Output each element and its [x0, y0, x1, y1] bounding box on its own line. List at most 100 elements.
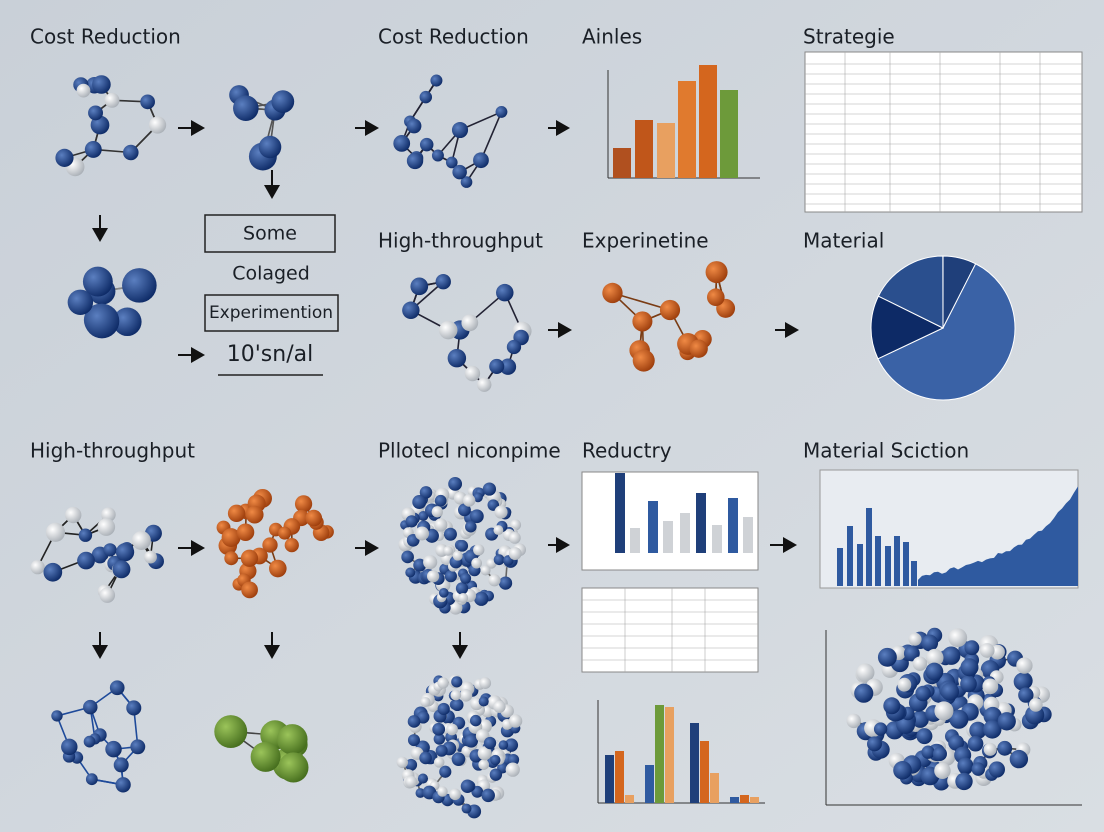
atom: [445, 156, 458, 169]
atom: [97, 518, 116, 536]
atom: [957, 757, 974, 774]
atom: [893, 760, 912, 780]
atom: [988, 761, 1005, 778]
atom: [258, 135, 282, 159]
atom: [443, 545, 453, 556]
atom: [446, 723, 458, 736]
atom: [419, 486, 433, 499]
atom: [233, 95, 259, 121]
bar: [743, 517, 753, 553]
atom: [452, 164, 467, 180]
atom: [407, 734, 420, 747]
bar: [712, 525, 722, 553]
bar: [625, 795, 634, 803]
atom: [401, 550, 414, 564]
panel-title: Experinetine: [582, 229, 709, 253]
atom: [448, 601, 463, 615]
atom: [480, 565, 491, 576]
atom: [84, 141, 102, 158]
atom: [451, 752, 466, 766]
atom: [277, 724, 308, 755]
atom: [506, 339, 522, 355]
atom: [925, 648, 944, 667]
atom: [406, 152, 424, 170]
atom: [471, 557, 483, 569]
atom: [227, 504, 246, 523]
atom: [447, 348, 467, 368]
atom: [979, 643, 995, 658]
atom: [508, 547, 522, 561]
atom: [921, 634, 939, 652]
atom: [602, 282, 623, 304]
atom: [460, 779, 475, 793]
atom: [450, 689, 462, 701]
atom: [30, 560, 45, 575]
box-label: Experimention: [209, 303, 333, 323]
bar: [645, 765, 654, 803]
atom: [632, 349, 655, 372]
atom: [294, 495, 313, 513]
atom: [479, 677, 492, 689]
atom: [498, 740, 509, 750]
atom: [435, 274, 451, 290]
atom: [465, 520, 477, 533]
atom: [61, 738, 78, 756]
pie-slice: [870, 295, 945, 360]
atom: [478, 696, 489, 707]
atom: [460, 176, 473, 188]
atom: [473, 152, 489, 169]
atom: [410, 277, 429, 296]
atom: [144, 550, 157, 564]
atom: [113, 307, 142, 337]
atom: [99, 587, 116, 603]
atom: [932, 746, 947, 762]
atom: [473, 492, 483, 503]
panel-title: High-throughput: [30, 439, 195, 463]
atom: [1018, 687, 1034, 703]
atom: [877, 647, 897, 667]
atom: [496, 283, 514, 302]
atom: [846, 713, 861, 729]
atom: [705, 261, 728, 284]
decorations: [30, 51, 1083, 819]
bar: [857, 544, 863, 586]
bar: [700, 741, 709, 803]
atom: [284, 538, 299, 553]
atom: [245, 505, 264, 524]
panel-title: Reductry: [582, 439, 672, 463]
bar: [615, 473, 625, 553]
atom: [448, 476, 463, 491]
bar: [657, 123, 675, 178]
atom: [873, 722, 888, 736]
atom: [458, 503, 471, 517]
atom: [123, 144, 139, 161]
atom: [461, 803, 472, 814]
atom: [140, 94, 155, 110]
atom: [489, 358, 505, 374]
atom: [405, 758, 418, 771]
atom: [439, 320, 458, 340]
atom: [444, 570, 457, 583]
atom: [477, 377, 492, 392]
atom: [960, 658, 979, 677]
atom: [405, 775, 418, 788]
atom: [55, 148, 74, 167]
atom: [921, 745, 935, 759]
atom: [706, 288, 725, 307]
atom: [948, 628, 968, 648]
atom: [477, 746, 492, 761]
atom: [65, 506, 82, 524]
atom: [983, 720, 1002, 739]
atom: [434, 494, 447, 507]
bar: [866, 508, 872, 586]
atom: [955, 772, 973, 791]
atom: [77, 551, 95, 570]
atom: [130, 739, 146, 755]
atom: [278, 752, 309, 783]
atom: [934, 762, 951, 780]
atom: [82, 266, 113, 297]
atom: [431, 506, 443, 518]
atom: [1028, 697, 1043, 712]
atom: [478, 759, 490, 770]
atom: [473, 544, 485, 556]
